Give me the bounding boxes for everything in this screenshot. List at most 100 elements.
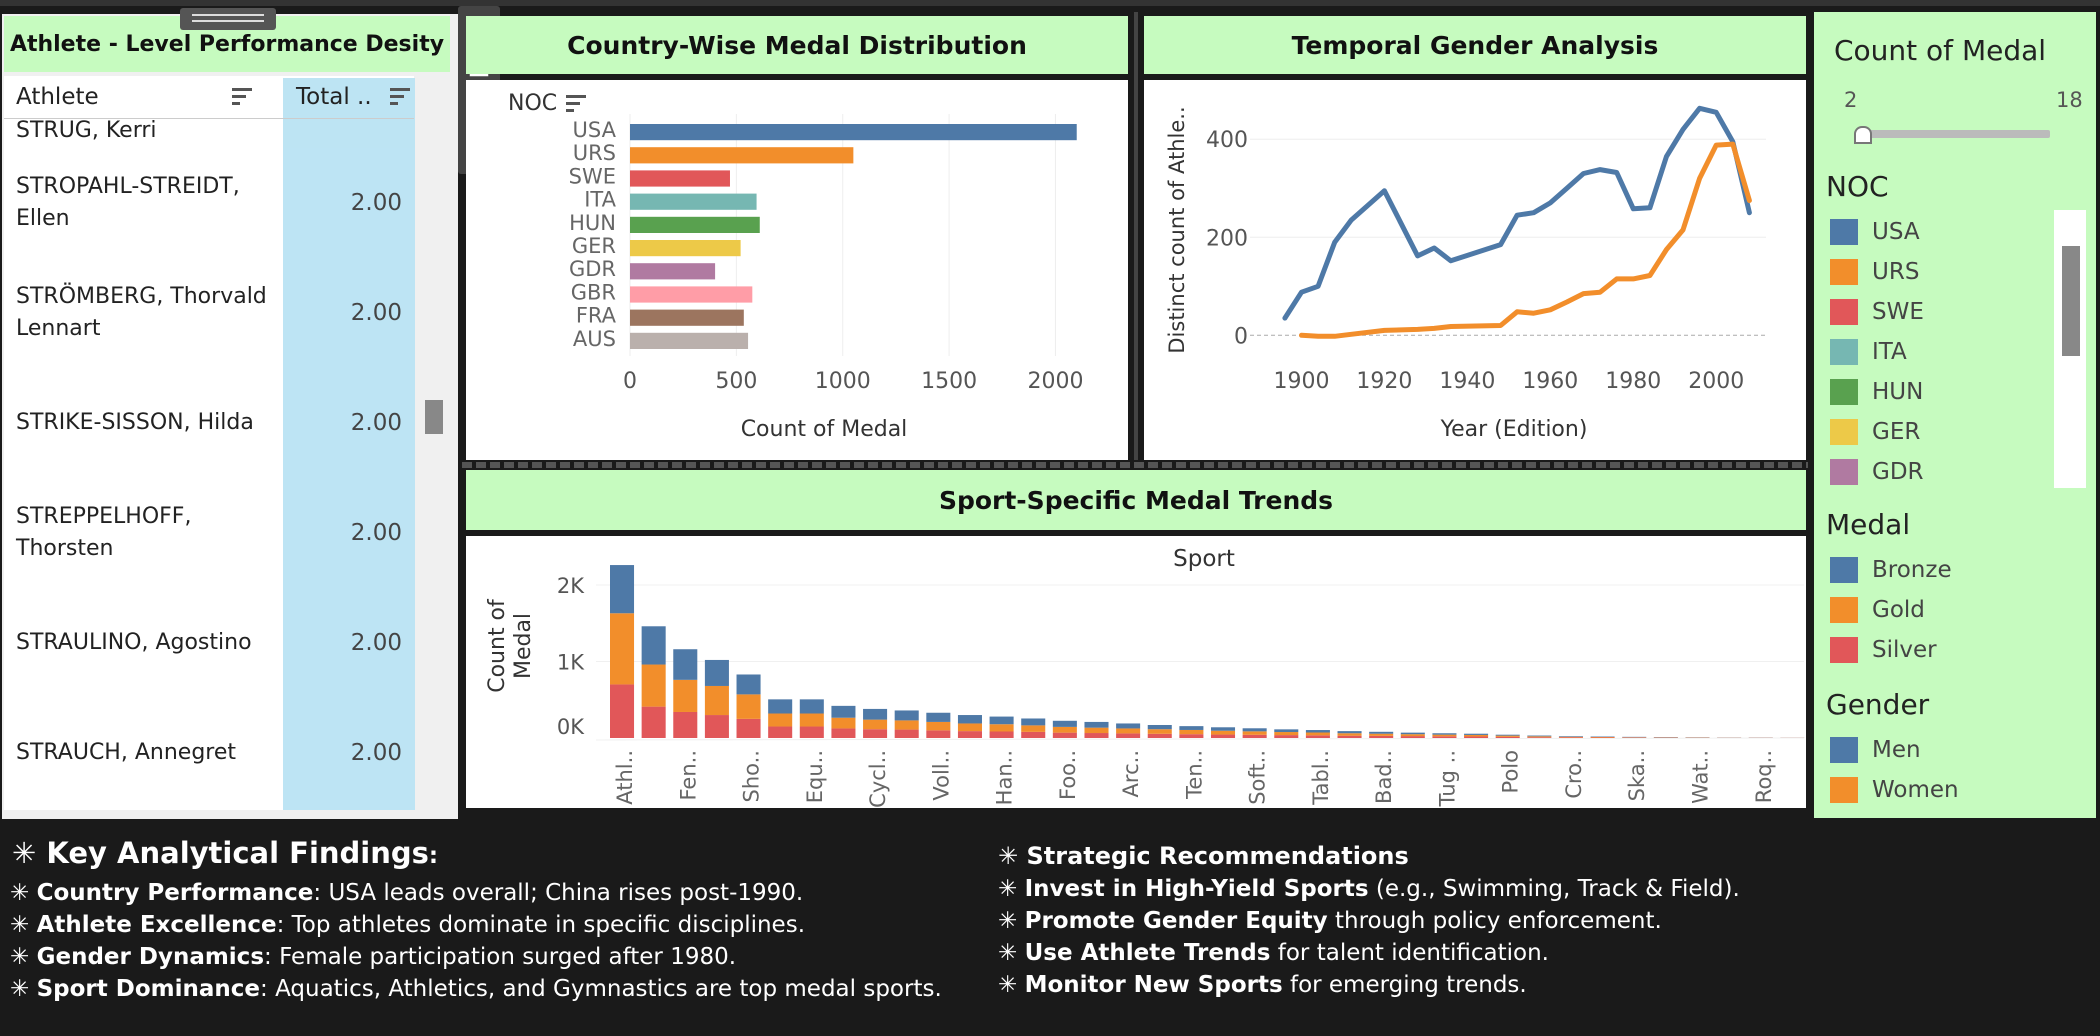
y-tick-label: GER <box>572 234 616 258</box>
stacked-bar-silver <box>1400 736 1425 738</box>
legend-item-urs[interactable]: URS <box>1830 258 1919 286</box>
table-row[interactable]: STRIKE-SISSON, Hilda 2.00 <box>4 368 414 478</box>
legend-item-ita[interactable]: ITA <box>1830 338 1907 366</box>
legend-item-ger[interactable]: GER <box>1830 418 1920 446</box>
legend-item-silver[interactable]: Silver <box>1830 636 1937 664</box>
stacked-bar-bronze <box>1495 734 1520 736</box>
stacked-bar-bronze <box>894 710 919 721</box>
column-header-athlete[interactable]: Athlete <box>16 84 99 110</box>
legend-item-women[interactable]: Women <box>1830 776 1959 804</box>
finding-text: : Aquatics, Athletics, and Gymnastics ar… <box>260 976 942 1002</box>
stacked-bar-bronze <box>1337 731 1362 734</box>
stacked-bar-gold <box>831 717 856 729</box>
table-scrollbar[interactable] <box>418 118 448 810</box>
asterisk-icon: ✳ <box>10 912 37 938</box>
stacked-bar-gold <box>894 720 919 730</box>
stacked-bar-gold <box>768 713 793 727</box>
sort-icon[interactable] <box>232 88 252 106</box>
legend-label: Gold <box>1872 597 1925 623</box>
legend-item-gdr[interactable]: GDR <box>1830 458 1924 486</box>
stacked-bar-silver <box>863 729 888 738</box>
asterisk-icon: ✳ <box>10 976 37 1002</box>
table-row[interactable]: STRAULINO, Agostino 2.00 <box>4 588 414 698</box>
athlete-total: 2.00 <box>350 630 402 656</box>
stacked-bar-bronze <box>831 705 856 718</box>
range-slider-track[interactable] <box>1860 130 2050 138</box>
asterisk-icon: ✳ <box>10 880 37 906</box>
line-chart-panel: 0 200 400 1900 1920 1940 1960 1980 2000 Year (Edi… <box>1144 80 1806 460</box>
y-tick-label: 0K <box>557 715 585 739</box>
legend-item-gold[interactable]: Gold <box>1830 596 1925 624</box>
table-row[interactable]: STRAUCH, Annegret 2.00 <box>4 698 414 808</box>
sport-chart-title: Sport-Specific Medal Trends <box>466 470 1806 530</box>
legend-scroll-thumb[interactable] <box>2062 246 2080 356</box>
stacked-bar-gold <box>1590 737 1615 738</box>
legend-item-hun[interactable]: HUN <box>1830 378 1923 406</box>
bar <box>630 263 716 280</box>
column-header-total[interactable]: Total .. <box>296 84 372 110</box>
stacked-bar-silver <box>673 711 698 738</box>
stacked-bar-silver <box>641 706 666 738</box>
x-tick-label: 1900 <box>1273 369 1329 394</box>
stacked-bar-silver <box>1211 734 1236 738</box>
table-row[interactable]: STROPAHL-STREIDT, Ellen 2.00 <box>4 148 414 258</box>
stacked-bar-silver <box>799 726 824 738</box>
stacked-bar-bronze <box>863 708 888 720</box>
legend-item-men[interactable]: Men <box>1830 736 1921 764</box>
bar-chart-svg: NOC 0 500 1000 1500 2000 Count of Medal USAURSS… <box>508 91 1083 442</box>
legend-swatch <box>1830 219 1858 245</box>
stacked-bar-gold <box>704 685 729 716</box>
stacked-bar-gold <box>1211 730 1236 735</box>
table-row[interactable]: STRÖMBERG, Thorvald Lennart 2.00 <box>4 258 414 368</box>
stacked-bar-gold <box>799 713 824 727</box>
stacked-bar-gold <box>1179 729 1204 735</box>
stacked-bar-silver <box>894 729 919 738</box>
table-scrollbar-thumb[interactable] <box>425 400 443 434</box>
stacked-bar-gold <box>1495 735 1520 737</box>
y-tick-label: AUS <box>573 327 616 351</box>
stacked-bar-bronze <box>1052 720 1077 727</box>
gridline <box>595 737 1805 741</box>
finding-text: : Top athletes dominate in specific disc… <box>276 912 806 938</box>
x-tick-label: 2000 <box>1027 369 1083 394</box>
stacked-bar-bronze <box>704 659 729 686</box>
table-row[interactable]: STREPPELHOFF, Thorsten 2.00 <box>4 478 414 588</box>
legend-item-usa[interactable]: USA <box>1830 218 1920 246</box>
bar <box>630 216 760 233</box>
top-edge <box>0 0 2100 6</box>
athlete-total: 2.00 <box>350 190 402 216</box>
stacked-bar-silver <box>1021 731 1046 738</box>
bar <box>630 309 744 326</box>
legend-item-swe[interactable]: SWE <box>1830 298 1924 326</box>
legend-label: Bronze <box>1872 557 1952 583</box>
stacked-bar-gold <box>926 721 951 731</box>
sort-icon[interactable] <box>390 88 410 106</box>
x-tick-label: Soft.. <box>1246 750 1270 805</box>
x-tick-label: Roq.. <box>1752 750 1776 803</box>
recommendation-item: ✳ Invest in High-Yield Sports (e.g., Swi… <box>998 876 1740 902</box>
sport-header: Sport <box>1173 546 1235 572</box>
range-slider-handle[interactable] <box>1854 126 1872 144</box>
y-tick-label: 2K <box>557 574 585 598</box>
athlete-total: 2.00 <box>350 300 402 326</box>
stacked-bar-gold <box>610 613 635 685</box>
athlete-name: STROPAHL-STREIDT, Ellen <box>16 174 240 231</box>
legend-item-bronze[interactable]: Bronze <box>1830 556 1952 584</box>
line-series-women <box>1299 141 1752 339</box>
y-tick-label: GDR <box>569 257 616 281</box>
recommendation-bold: Use Athlete Trends <box>1024 940 1271 966</box>
stacked-bar-gold <box>673 679 698 712</box>
stacked-bar-silver <box>1305 735 1330 738</box>
y-axis-label: Count of <box>485 598 510 693</box>
stacked-bar-bronze <box>926 712 951 722</box>
stacked-bar-bronze <box>1558 736 1583 737</box>
findings-title: Key Analytical Findings <box>46 836 429 870</box>
stacked-bar-gold <box>1242 731 1267 735</box>
legend-swatch <box>1830 557 1858 583</box>
table-row-partial[interactable]: STRUG, Kerri <box>16 118 157 143</box>
finding-text: : USA leads overall; China rises post-19… <box>313 880 804 906</box>
x-tick-label: Foo.. <box>1056 750 1080 800</box>
drag-handle-icon[interactable] <box>180 8 276 30</box>
range-min-label: 2 <box>1844 88 1858 112</box>
stacked-bar-bronze <box>1211 727 1236 731</box>
